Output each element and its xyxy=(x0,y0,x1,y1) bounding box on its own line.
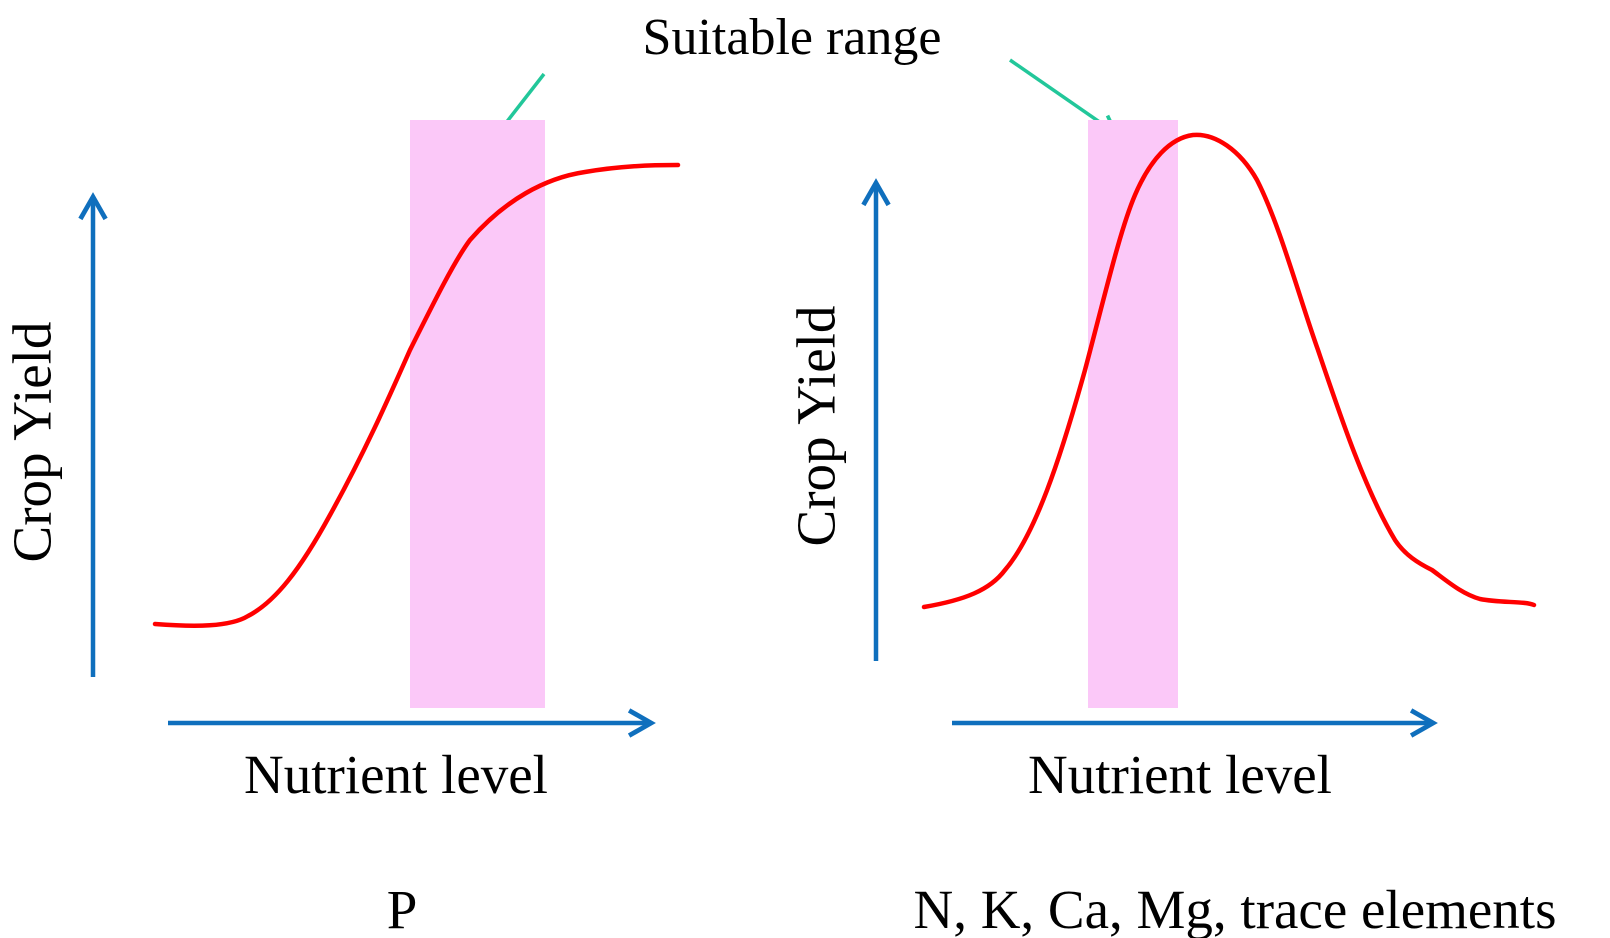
suitable-range-label: Suitable range xyxy=(643,9,942,66)
bell-yield-curve xyxy=(921,132,1537,610)
y-axis-label-p: Crop Yield xyxy=(2,322,63,563)
suitable-range-annotation: Suitable range xyxy=(484,9,1120,151)
x-axis-label-nkcamg: Nutrient level xyxy=(1028,744,1332,805)
x-axis-label-p: Nutrient level xyxy=(244,744,548,805)
panel-p: Crop Yield Nutrient level P xyxy=(2,120,681,938)
caption-p: P xyxy=(387,879,418,938)
sigmoid-yield-curve xyxy=(152,162,681,628)
panel-nkcamg: Crop Yield Nutrient level N, K, Ca, Mg, … xyxy=(786,120,1557,938)
suitable-range-band-p xyxy=(410,120,545,708)
suitable-range-band-nkcamg xyxy=(1088,120,1178,708)
y-axis-label-nkcamg: Crop Yield xyxy=(786,306,847,547)
caption-nkcamg: N, K, Ca, Mg, trace elements xyxy=(913,879,1556,938)
